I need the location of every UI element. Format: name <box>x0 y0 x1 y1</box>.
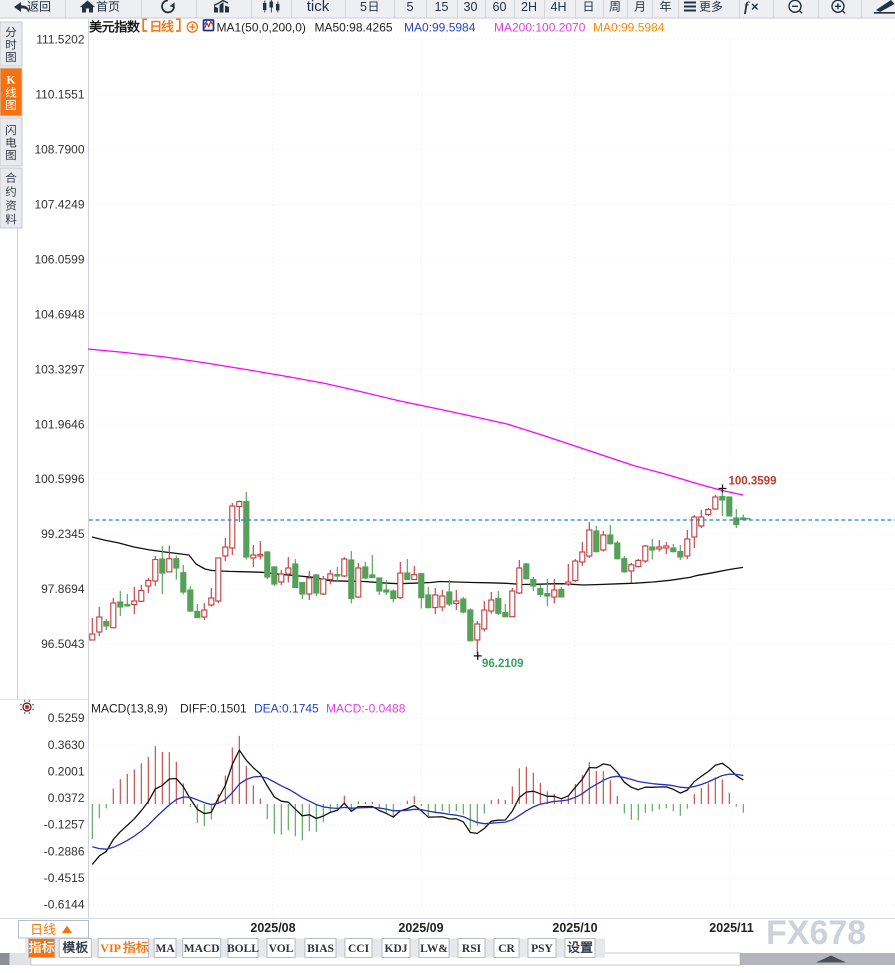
svg-text:DEA:0.1745: DEA:0.1745 <box>254 702 319 716</box>
svg-text:MA200:100.2070: MA200:100.2070 <box>494 21 586 35</box>
svg-text:96.2109: 96.2109 <box>482 658 524 670</box>
svg-text:-0.2886: -0.2886 <box>44 844 85 858</box>
svg-text:KDJ: KDJ <box>385 943 408 955</box>
svg-text:MA50:98.4265: MA50:98.4265 <box>315 21 393 35</box>
svg-text:MACD(13,8,9): MACD(13,8,9) <box>91 702 168 716</box>
svg-text:FX678: FX678 <box>766 914 866 952</box>
svg-text:VIP: VIP <box>100 941 121 955</box>
svg-text:15: 15 <box>435 0 449 14</box>
svg-text:-0.1257: -0.1257 <box>44 818 85 832</box>
svg-text:MA0:99.5984: MA0:99.5984 <box>593 21 665 35</box>
svg-text:111.5202: 111.5202 <box>36 33 85 47</box>
svg-text:MA1(50,0,200,0): MA1(50,0,200,0) <box>217 21 306 35</box>
svg-text:VOL: VOL <box>269 943 294 955</box>
svg-text:0.0372: 0.0372 <box>48 791 85 805</box>
svg-text:100.3599: 100.3599 <box>729 476 777 488</box>
svg-text:30: 30 <box>464 0 478 14</box>
svg-text:60: 60 <box>493 0 507 14</box>
svg-text:K: K <box>7 75 16 87</box>
svg-text:0.5259: 0.5259 <box>48 711 85 725</box>
svg-text:2025/11: 2025/11 <box>709 921 754 935</box>
svg-text:MACD:-0.0488: MACD:-0.0488 <box>326 702 406 716</box>
svg-text:MA0:99.5984: MA0:99.5984 <box>404 21 476 35</box>
svg-text:101.9646: 101.9646 <box>34 417 84 431</box>
svg-text:-0.4515: -0.4515 <box>44 871 85 885</box>
svg-text:MACD: MACD <box>184 943 220 955</box>
svg-text:96.5043: 96.5043 <box>41 637 85 651</box>
svg-text:MA: MA <box>156 943 176 955</box>
svg-text:LW&: LW& <box>420 943 448 955</box>
svg-text:97.8694: 97.8694 <box>41 582 85 596</box>
svg-text:2025/10: 2025/10 <box>552 921 597 935</box>
svg-text:DIFF:0.1501: DIFF:0.1501 <box>180 702 247 716</box>
svg-text:RSI: RSI <box>462 943 482 955</box>
svg-text:-0.6144: -0.6144 <box>44 898 85 912</box>
svg-text:104.6948: 104.6948 <box>34 307 84 321</box>
svg-text:2H: 2H <box>521 0 537 14</box>
svg-text:106.0599: 106.0599 <box>34 253 84 267</box>
svg-text:BIAS: BIAS <box>307 943 334 955</box>
svg-text:tick: tick <box>307 0 330 15</box>
svg-text:110.1551: 110.1551 <box>35 88 84 102</box>
svg-text:2025/08: 2025/08 <box>250 921 295 935</box>
svg-text:4H: 4H <box>551 0 567 14</box>
svg-text:108.7900: 108.7900 <box>34 143 84 157</box>
svg-text:0.3630: 0.3630 <box>48 738 85 752</box>
svg-text:2025/09: 2025/09 <box>398 921 443 935</box>
svg-text:PSY: PSY <box>531 943 553 955</box>
svg-text:107.4249: 107.4249 <box>34 198 84 212</box>
svg-text:5: 5 <box>360 0 367 14</box>
svg-text:0.2001: 0.2001 <box>48 764 85 778</box>
svg-text:BOLL: BOLL <box>227 943 259 955</box>
svg-text:f: f <box>744 0 750 15</box>
svg-text:5: 5 <box>407 0 414 14</box>
svg-text:100.5996: 100.5996 <box>34 472 84 486</box>
svg-text:103.3297: 103.3297 <box>34 362 84 376</box>
svg-text:CCI: CCI <box>348 943 370 955</box>
svg-text:CR: CR <box>498 943 515 955</box>
svg-text:99.2345: 99.2345 <box>41 527 85 541</box>
svg-text:×: × <box>751 0 759 14</box>
